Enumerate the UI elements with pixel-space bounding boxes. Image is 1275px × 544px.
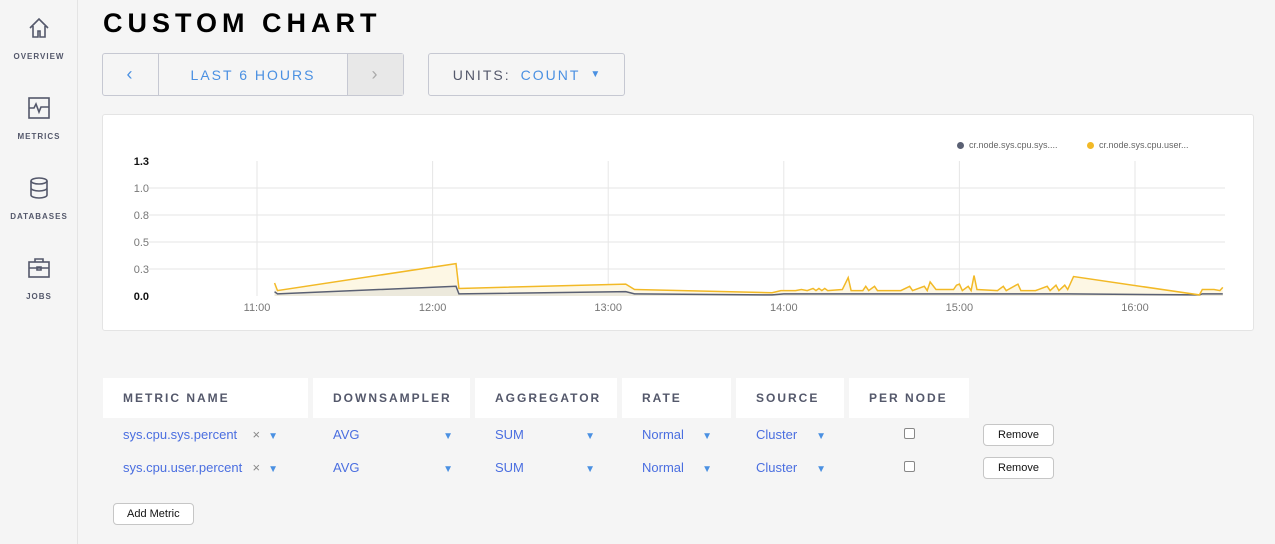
x-tick-label: 12:00 xyxy=(419,302,447,314)
rate-value: Normal xyxy=(642,460,684,475)
chevron-down-icon: ▼ xyxy=(443,431,453,442)
y-tick-label: 0.0 xyxy=(134,291,149,303)
time-range-dropdown[interactable]: LAST 6 HOURS xyxy=(159,54,348,95)
remove-button[interactable]: Remove xyxy=(983,456,1054,479)
source-select[interactable]: Cluster ▼ xyxy=(736,451,849,484)
chevron-down-icon: ▼ xyxy=(702,431,712,442)
rate-select[interactable]: Normal ▼ xyxy=(622,418,736,451)
aggregator-value: SUM xyxy=(495,427,524,442)
column-header: METRIC NAME xyxy=(103,378,313,418)
units-dropdown[interactable]: UNITS: COUNT ▼ xyxy=(428,53,625,96)
downsampler-value: AVG xyxy=(333,460,360,475)
metric-select[interactable]: sys.cpu.user.percent × ▼ xyxy=(103,451,313,484)
next-range-button[interactable]: › xyxy=(348,54,403,95)
remove-button[interactable]: Remove xyxy=(983,423,1054,446)
units-value: COUNT xyxy=(520,66,581,83)
column-header: AGGREGATOR xyxy=(475,378,622,418)
metric-value: sys.cpu.user.percent xyxy=(123,460,243,475)
chevron-down-icon: ▼ xyxy=(443,464,453,475)
previous-range-button[interactable]: ‹ xyxy=(103,54,159,95)
column-header: SOURCE xyxy=(736,378,849,418)
x-tick-label: 14:00 xyxy=(770,302,798,314)
chevron-down-icon: ▼ xyxy=(585,431,595,442)
page-title: CUSTOM CHART xyxy=(103,8,382,38)
database-icon xyxy=(30,177,48,199)
table-row: sys.cpu.user.percent × ▼ AVG ▼ SUM ▼ Normal ▼ Clu… xyxy=(103,451,1069,484)
metrics-table: METRIC NAME DOWNSAMPLER AGGREGATOR RATE … xyxy=(103,378,1069,484)
legend-label: cr.node.sys.cpu.user... xyxy=(1099,140,1189,150)
chevron-down-icon: ▼ xyxy=(702,464,712,475)
y-tick-label: 1.3 xyxy=(134,156,149,168)
legend-item[interactable]: cr.node.sys.cpu.user... xyxy=(1087,140,1189,150)
downsampler-select[interactable]: AVG ▼ xyxy=(313,418,475,451)
sidebar-item-jobs[interactable]: JOBS xyxy=(0,256,78,304)
sidebar-item-databases[interactable]: DATABASES xyxy=(0,176,78,224)
sidebar-item-label: METRICS xyxy=(17,132,61,141)
sidebar-item-label: OVERVIEW xyxy=(13,52,65,61)
table-row: sys.cpu.sys.percent × ▼ AVG ▼ SUM ▼ Normal ▼ Clus… xyxy=(103,418,1069,451)
add-metric-button[interactable]: Add Metric xyxy=(113,503,194,525)
chevron-down-icon: ▼ xyxy=(268,464,278,475)
chevron-down-icon: ▼ xyxy=(590,69,601,80)
aggregator-value: SUM xyxy=(495,460,524,475)
sidebar: OVERVIEW METRICS DATABASES JOBS xyxy=(0,0,78,544)
time-range-selector: ‹ LAST 6 HOURS › xyxy=(102,53,404,96)
y-tick-label: 0.3 xyxy=(134,264,149,276)
chevron-down-icon: ▼ xyxy=(268,431,278,442)
aggregator-select[interactable]: SUM ▼ xyxy=(475,418,622,451)
series-line xyxy=(273,262,1224,296)
source-select[interactable]: Cluster ▼ xyxy=(736,418,849,451)
chart-card: cr.node.sys.cpu.sys.... cr.node.sys.cpu.… xyxy=(102,114,1254,331)
legend-swatch xyxy=(957,141,964,149)
sidebar-item-metrics[interactable]: METRICS xyxy=(0,96,78,144)
aggregator-select[interactable]: SUM ▼ xyxy=(475,451,622,484)
chevron-down-icon: ▼ xyxy=(816,431,826,442)
chart: 0.0 0.3 0.5 0.8 1.0 1.3 11:00 12:00 13:00 14:00 15… xyxy=(134,156,1225,314)
sidebar-item-overview[interactable]: OVERVIEW xyxy=(0,16,78,64)
metric-select[interactable]: sys.cpu.sys.percent × ▼ xyxy=(103,418,313,451)
y-tick-label: 0.8 xyxy=(134,210,149,222)
legend-swatch xyxy=(1087,141,1094,149)
x-tick-label: 16:00 xyxy=(1121,302,1149,314)
x-tick-label: 15:00 xyxy=(946,302,974,314)
downsampler-value: AVG xyxy=(333,427,360,442)
metrics-icon xyxy=(28,97,50,119)
home-icon xyxy=(29,17,49,38)
source-value: Cluster xyxy=(756,427,798,442)
chevron-down-icon: ▼ xyxy=(816,464,826,475)
column-header: PER NODE xyxy=(849,378,969,418)
series-area xyxy=(274,263,1223,296)
column-header: RATE xyxy=(622,378,736,418)
per-node-checkbox[interactable] xyxy=(849,451,969,484)
source-value: Cluster xyxy=(756,460,798,475)
units-label: UNITS: xyxy=(452,66,511,83)
downsampler-select[interactable]: AVG ▼ xyxy=(313,451,475,484)
y-tick-label: 0.5 xyxy=(134,237,149,249)
sidebar-item-label: DATABASES xyxy=(10,212,68,221)
clear-icon[interactable]: × xyxy=(252,460,261,475)
rate-value: Normal xyxy=(642,427,684,442)
x-tick-label: 13:00 xyxy=(594,302,622,314)
chevron-down-icon: ▼ xyxy=(585,464,595,475)
per-node-checkbox[interactable] xyxy=(849,418,969,451)
sidebar-item-label: JOBS xyxy=(26,292,52,301)
y-tick-label: 1.0 xyxy=(134,183,149,195)
clear-icon[interactable]: × xyxy=(252,427,261,442)
briefcase-icon xyxy=(28,258,50,278)
x-tick-label: 11:00 xyxy=(244,302,271,314)
legend-item[interactable]: cr.node.sys.cpu.sys.... xyxy=(957,140,1058,150)
column-header: DOWNSAMPLER xyxy=(313,378,475,418)
metric-value: sys.cpu.sys.percent xyxy=(123,427,238,442)
rate-select[interactable]: Normal ▼ xyxy=(622,451,736,484)
legend-label: cr.node.sys.cpu.sys.... xyxy=(969,140,1058,150)
